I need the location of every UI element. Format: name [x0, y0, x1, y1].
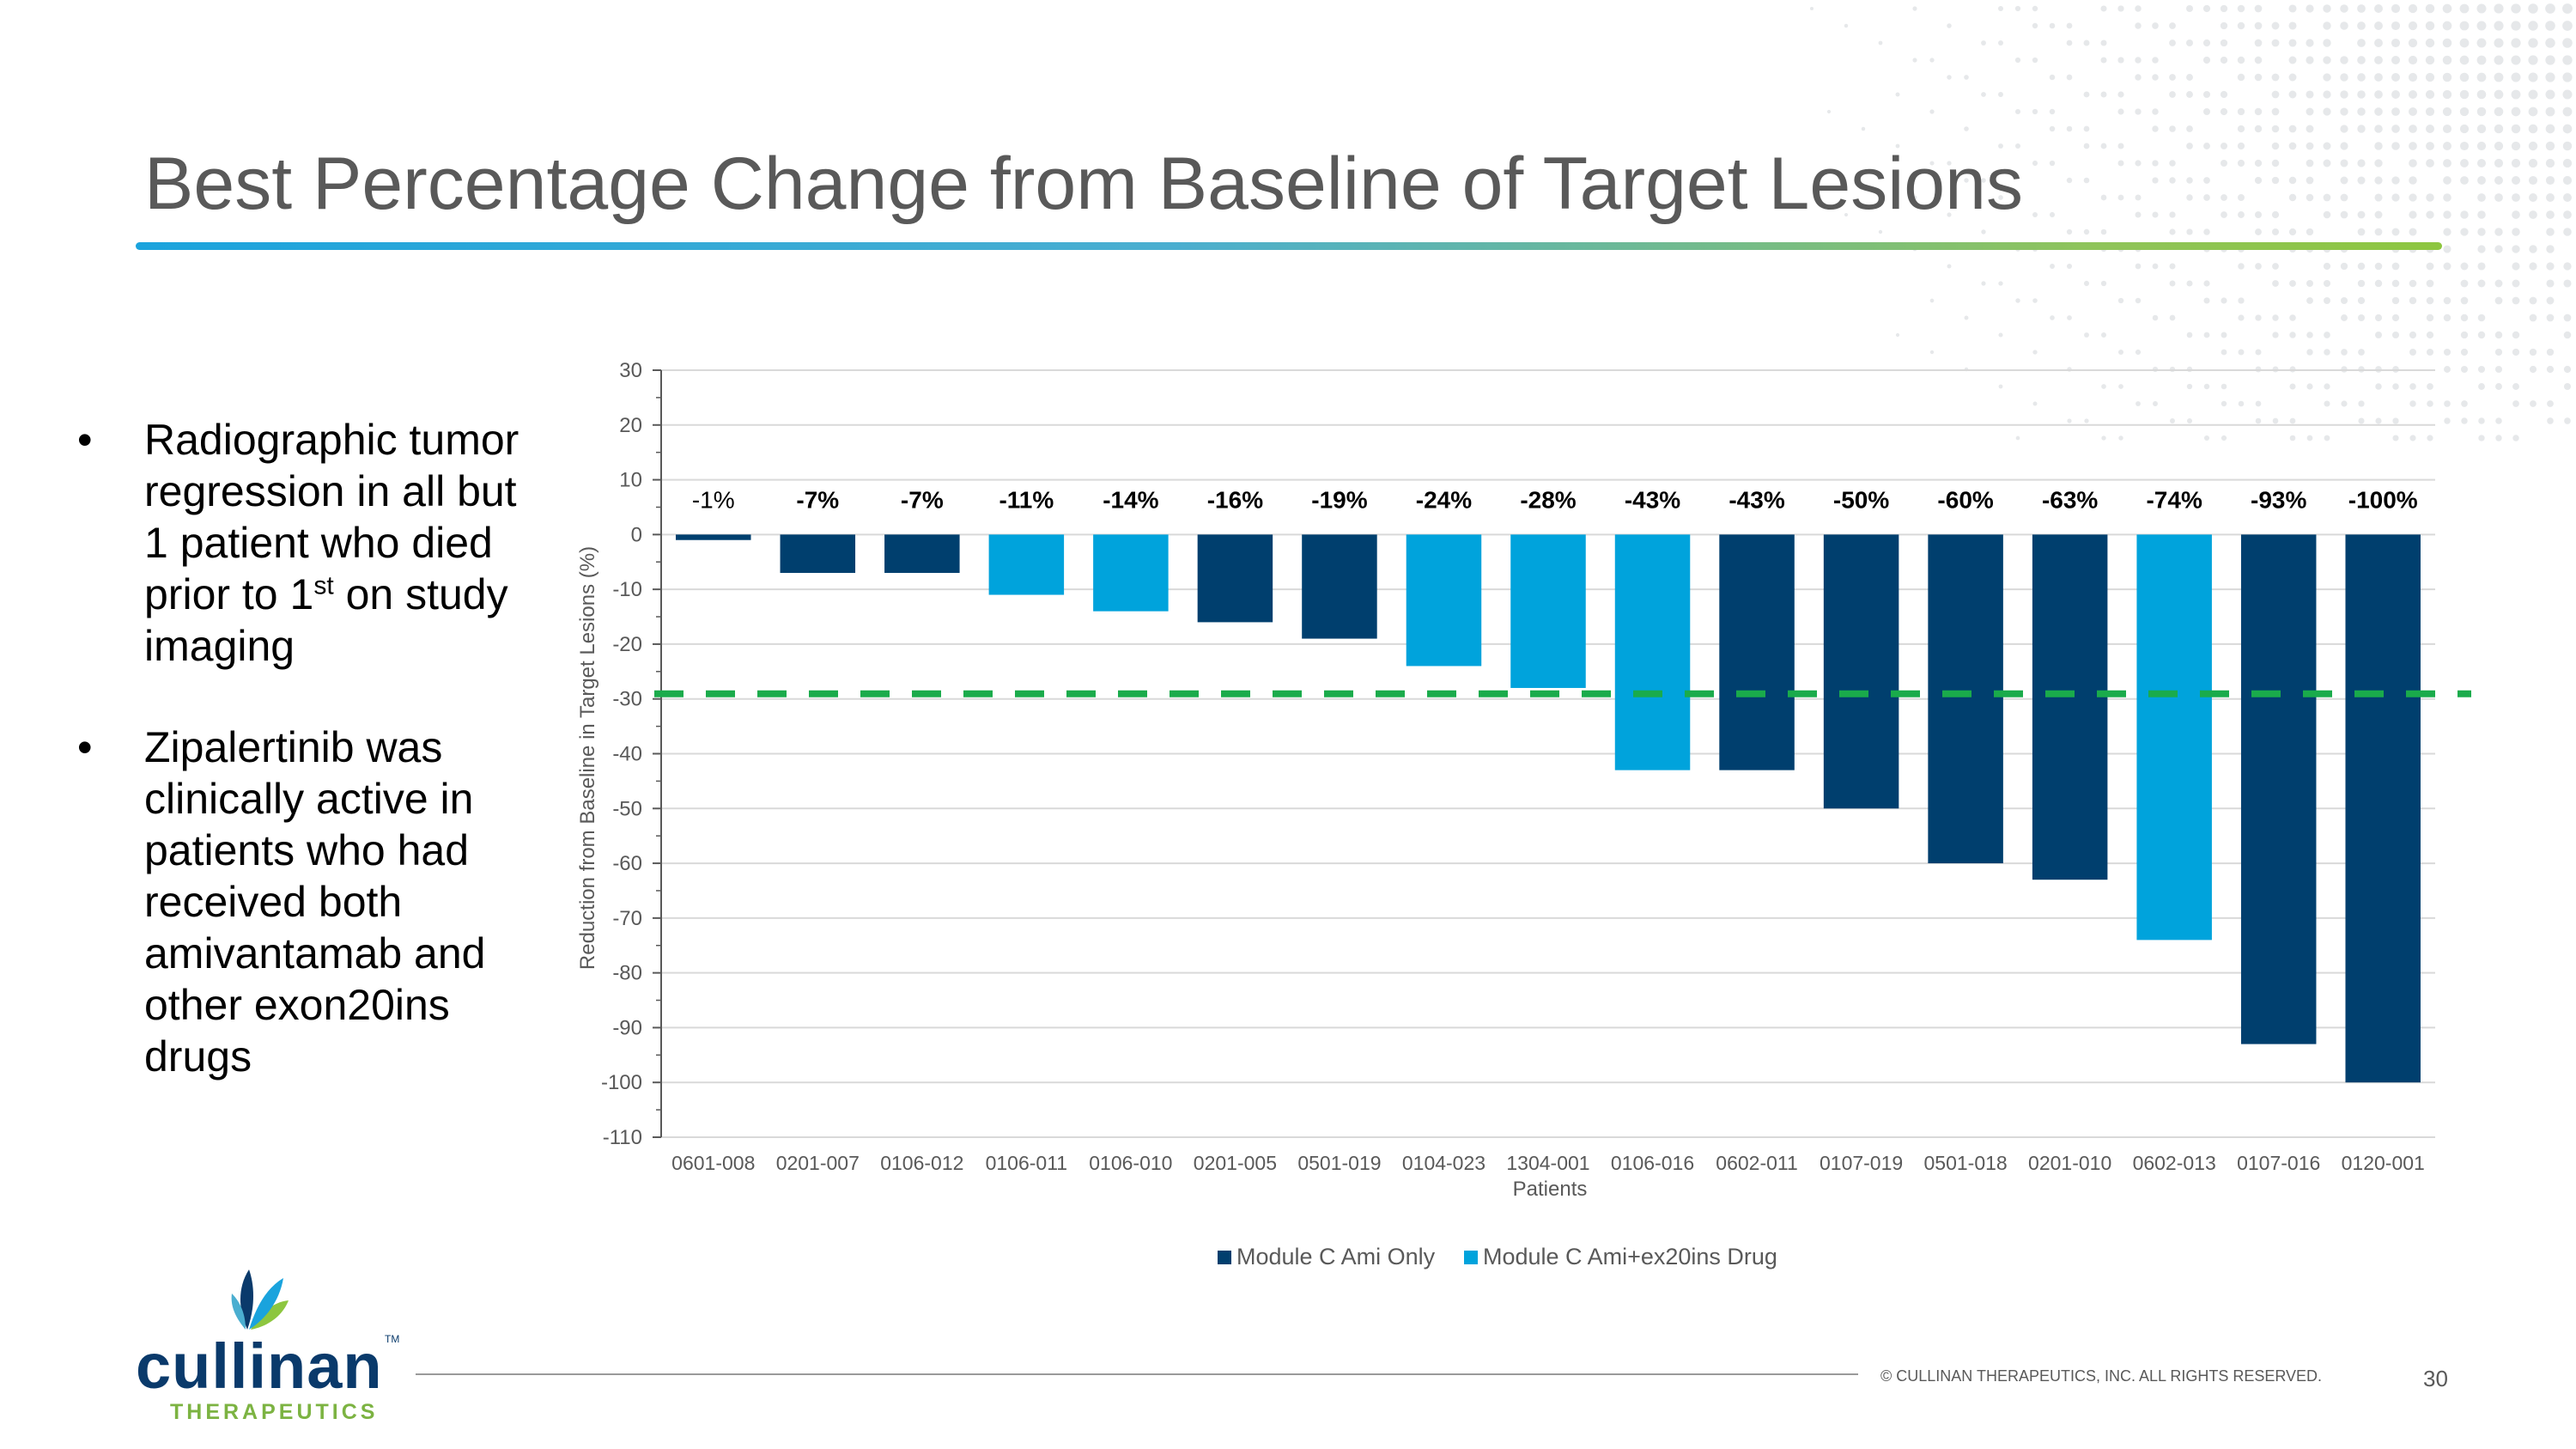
data-label: -11% — [999, 486, 1054, 513]
y-tick-label: 10 — [619, 469, 642, 492]
x-tick-label: 0201-010 — [2028, 1152, 2111, 1174]
logo-trademark: TM — [385, 1333, 400, 1345]
bullet-1-text-before: Radiographic tumor regression in all but… — [144, 416, 519, 618]
bar-0106-011 — [988, 534, 1065, 595]
data-label: -74% — [2146, 486, 2202, 513]
butterfly-logo-icon — [231, 1269, 289, 1330]
y-tick-label: -80 — [612, 962, 642, 985]
bullet-text-1: Radiographic tumor regression in all but… — [144, 416, 519, 670]
legend-label-ami-ex20ins: Module C Ami+ex20ins Drug — [1483, 1244, 1777, 1269]
x-tick-label: 0107-016 — [2237, 1152, 2320, 1174]
y-tick-label: 20 — [619, 414, 642, 437]
data-label: -100% — [2348, 486, 2418, 513]
x-axis-title: Patients — [1513, 1178, 1588, 1201]
x-tick-label: 0104-023 — [1402, 1152, 1485, 1174]
page-number: 30 — [2423, 1366, 2448, 1391]
bullet-1-superscript: st — [313, 571, 334, 600]
data-label: -7% — [901, 486, 944, 513]
x-tick-label: 0602-011 — [1716, 1152, 1798, 1174]
x-tick-label: 1304-001 — [1506, 1152, 1589, 1174]
x-tick-label: 0601-008 — [671, 1152, 755, 1174]
bar-0201-010 — [2032, 534, 2108, 880]
bar-0602-013 — [2136, 534, 2212, 941]
y-tick-label: -40 — [612, 743, 642, 766]
bar-0120-001 — [2345, 534, 2421, 1083]
data-label: -63% — [2042, 486, 2098, 513]
y-tick-label: -20 — [612, 633, 642, 656]
bar-0106-016 — [1614, 534, 1691, 770]
decorative-dot-pattern — [1809, 3, 2573, 441]
bullet-text-2: Zipalertinib was clinically active in pa… — [144, 723, 486, 1081]
bar-0501-018 — [1928, 534, 2003, 864]
data-label: -60% — [1937, 486, 1993, 513]
bar-0106-012 — [884, 534, 960, 574]
bullet-dot-icon: • — [77, 416, 93, 464]
data-label: -50% — [1833, 486, 1889, 513]
bar-1304-001 — [1510, 534, 1586, 688]
bar-0104-023 — [1406, 534, 1482, 667]
x-tick-label: 0501-018 — [1924, 1152, 2008, 1174]
bar-0201-007 — [780, 534, 856, 574]
y-tick-label: -30 — [612, 688, 642, 711]
data-label: -43% — [1728, 486, 1784, 513]
x-tick-label: 0201-005 — [1194, 1152, 1277, 1174]
x-tick-label: 0501-019 — [1297, 1152, 1381, 1174]
data-label: -1% — [692, 486, 735, 513]
x-tick-label: 0107-019 — [1820, 1152, 1903, 1174]
x-tick-label: 0106-010 — [1089, 1152, 1172, 1174]
y-tick-label: -90 — [612, 1016, 642, 1039]
legend-swatch-ami-only — [1218, 1251, 1231, 1264]
logo-wordmark: cullinan — [136, 1330, 383, 1402]
bar-0602-011 — [1719, 534, 1795, 770]
y-tick-label: -10 — [612, 578, 642, 601]
copyright-text: © CULLINAN THERAPEUTICS, INC. ALL RIGHTS… — [1880, 1367, 2323, 1385]
y-tick-label: -50 — [612, 797, 642, 820]
y-tick-label: -100 — [601, 1071, 642, 1094]
bar-0107-016 — [2240, 534, 2317, 1044]
data-label: -19% — [1311, 486, 1367, 513]
x-tick-label: 0602-013 — [2133, 1152, 2216, 1174]
data-label: -93% — [2251, 486, 2306, 513]
legend-swatch-ami-ex20ins — [1464, 1251, 1478, 1264]
logo-subtitle: THERAPEUTICS — [170, 1400, 379, 1424]
bullet-item-2: • Zipalertinib was clinically active in … — [77, 721, 541, 1082]
data-label: -24% — [1416, 486, 1472, 513]
data-label: -14% — [1103, 486, 1158, 513]
bar-0201-005 — [1197, 534, 1273, 623]
bar-0106-010 — [1093, 534, 1169, 612]
x-tick-label: 0106-012 — [880, 1152, 963, 1174]
bar-0601-008 — [676, 534, 751, 540]
bar-0107-019 — [1823, 534, 1899, 809]
title-underline — [136, 242, 2442, 250]
data-label: -43% — [1625, 486, 1680, 513]
y-tick-label: -110 — [603, 1126, 642, 1149]
bullet-1-text-after: on study imaging — [144, 570, 508, 670]
x-tick-label: 0106-016 — [1611, 1152, 1694, 1174]
legend-label-ami-only: Module C Ami Only — [1236, 1244, 1436, 1269]
y-tick-label: -70 — [612, 907, 642, 930]
x-tick-label: 0120-001 — [2342, 1152, 2425, 1174]
y-tick-label: 30 — [619, 359, 642, 382]
bullet-list: • Radiographic tumor regression in all b… — [77, 414, 541, 1132]
data-label: -7% — [796, 486, 839, 513]
x-tick-label: 0106-011 — [986, 1152, 1068, 1174]
bullet-item-1: • Radiographic tumor regression in all b… — [77, 414, 541, 672]
data-label: -28% — [1520, 486, 1576, 513]
data-label: -16% — [1207, 486, 1263, 513]
x-tick-label: 0201-007 — [776, 1152, 860, 1174]
company-logo: cullinan TM THERAPEUTICS — [136, 1263, 399, 1424]
y-axis-title: Reduction from Baseline in Target Lesion… — [576, 546, 599, 970]
y-tick-label: -60 — [612, 852, 642, 875]
footer-divider — [416, 1373, 1858, 1375]
slide-title: Best Percentage Change from Baseline of … — [144, 143, 2023, 225]
bullet-dot-icon: • — [77, 723, 93, 771]
y-tick-label: 0 — [631, 523, 642, 546]
bar-0501-019 — [1302, 534, 1377, 639]
